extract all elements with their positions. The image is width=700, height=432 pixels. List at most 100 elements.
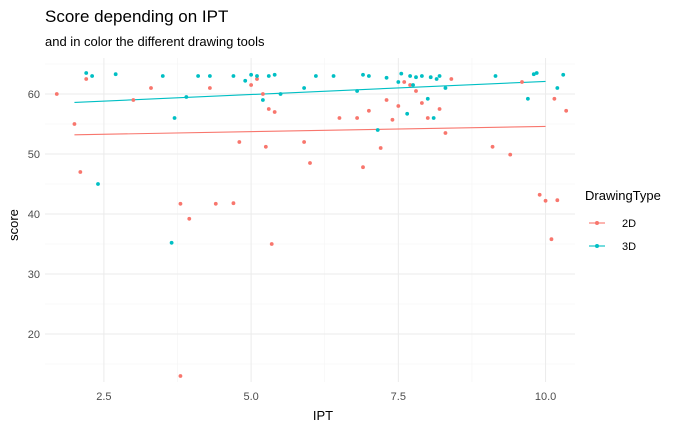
data-point-3d — [331, 74, 336, 78]
x-tick-label: 7.5 — [391, 391, 406, 403]
data-point-2d — [419, 101, 424, 105]
data-point-3d — [184, 95, 189, 99]
data-point-2d — [131, 98, 136, 102]
data-point-2d — [552, 96, 557, 101]
x-tick-label: 10.0 — [535, 391, 556, 403]
data-point-3d — [396, 80, 401, 84]
data-point-3d — [419, 74, 424, 78]
data-point-2d — [408, 83, 413, 87]
x-axis-ticks: 2.5 5.0 7.5 10.0 — [96, 391, 556, 403]
data-points — [54, 71, 569, 378]
data-point-2d — [149, 86, 153, 90]
data-point-2d — [263, 144, 268, 149]
trend-line-3d — [74, 80, 546, 103]
data-point-2d — [84, 77, 89, 81]
data-point-3d — [561, 72, 566, 77]
y-tick-label: 60 — [28, 89, 40, 101]
data-point-2d — [564, 108, 569, 113]
data-point-2d — [178, 374, 183, 378]
data-point-3d — [493, 74, 498, 78]
data-point-2d — [443, 131, 448, 135]
data-point-2d — [414, 89, 418, 93]
data-point-2d — [390, 117, 395, 122]
data-point-2d — [490, 144, 495, 149]
data-point-3d — [196, 74, 201, 78]
data-point-3d — [384, 75, 389, 80]
y-tick-label: 30 — [28, 269, 40, 281]
data-point-3d — [90, 74, 95, 78]
data-point-2d — [378, 146, 383, 150]
data-point-2d — [255, 77, 259, 81]
data-point-2d — [425, 116, 430, 120]
data-point-3d — [313, 74, 318, 78]
data-point-2d — [308, 161, 312, 165]
data-point-3d — [366, 74, 371, 78]
data-point-2d — [520, 80, 524, 84]
data-point-3d — [414, 75, 418, 80]
data-point-2d — [302, 140, 307, 144]
data-point-2d — [449, 77, 454, 81]
data-point-2d — [402, 80, 407, 84]
data-point-3d — [278, 92, 283, 96]
data-point-3d — [302, 86, 307, 90]
data-point-2d — [178, 201, 183, 206]
legend: DrawingType 2D 3D — [585, 188, 661, 253]
data-point-3d — [96, 182, 100, 186]
trend-lines — [74, 80, 546, 136]
legend-key-point — [595, 244, 599, 248]
data-point-3d — [531, 72, 536, 77]
data-point-3d — [555, 86, 560, 90]
legend-label-3d: 3D — [622, 241, 636, 253]
chart-title: Score depending on IPT — [45, 7, 228, 26]
data-point-3d — [207, 74, 212, 78]
data-point-2d — [237, 140, 242, 144]
data-point-2d — [54, 92, 59, 96]
data-point-3d — [160, 74, 165, 78]
data-point-3d — [361, 72, 365, 77]
data-point-3d — [255, 74, 259, 78]
data-point-2d — [555, 198, 560, 203]
data-point-2d — [72, 122, 77, 126]
data-point-2d — [337, 116, 342, 120]
data-point-2d — [272, 110, 277, 114]
data-point-3d — [405, 111, 410, 116]
y-axis-title: score — [6, 209, 21, 241]
data-point-2d — [508, 152, 513, 157]
data-point-2d — [213, 201, 218, 206]
data-point-2d — [355, 116, 360, 120]
data-point-3d — [249, 72, 254, 77]
data-point-3d — [399, 71, 404, 76]
data-point-2d — [366, 108, 371, 113]
data-point-2d — [361, 165, 365, 170]
data-point-2d — [260, 92, 265, 96]
data-point-3d — [434, 77, 439, 81]
y-tick-label: 20 — [28, 329, 40, 341]
data-point-2d — [207, 86, 212, 90]
legend-title: DrawingType — [585, 188, 661, 203]
legend-key-point — [595, 221, 599, 225]
data-point-2d — [396, 104, 401, 108]
data-point-2d — [537, 192, 542, 197]
grid — [45, 58, 575, 382]
data-point-3d — [266, 74, 271, 78]
data-point-2d — [78, 170, 83, 174]
data-point-2d — [187, 216, 192, 221]
data-point-3d — [260, 98, 265, 102]
data-point-3d — [84, 71, 89, 75]
data-point-3d — [243, 78, 248, 83]
data-point-3d — [272, 72, 277, 77]
data-point-3d — [408, 74, 413, 78]
data-point-3d — [428, 75, 433, 80]
y-axis-ticks: 20 30 40 50 60 — [28, 89, 40, 341]
data-point-2d — [266, 107, 271, 111]
data-point-2d — [437, 107, 442, 111]
data-point-2d — [549, 237, 554, 242]
data-point-2d — [249, 83, 254, 87]
y-tick-label: 50 — [28, 149, 40, 161]
data-point-2d — [384, 98, 389, 102]
data-point-3d — [431, 116, 436, 120]
x-tick-label: 2.5 — [96, 391, 111, 403]
data-point-3d — [169, 240, 174, 245]
y-tick-label: 40 — [28, 209, 40, 221]
data-point-3d — [355, 89, 360, 93]
